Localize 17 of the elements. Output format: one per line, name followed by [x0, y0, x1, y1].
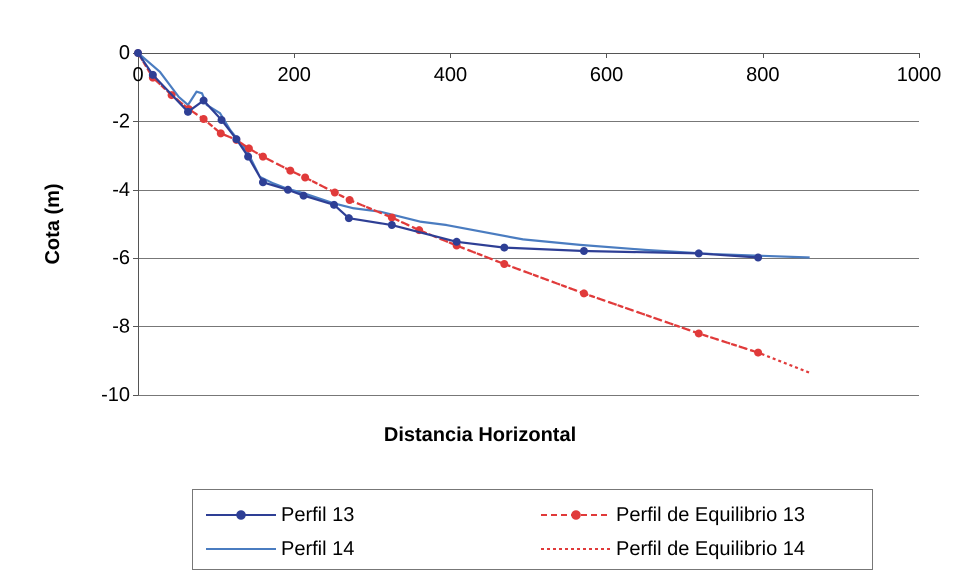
x-tick-label: 800 — [746, 64, 780, 86]
legend-label: Perfil de Equilibrio 13 — [616, 504, 805, 526]
legend-label: Perfil 13 — [281, 504, 354, 526]
y-tick-label: 0 — [118, 42, 130, 64]
y-axis-title: Cota (m) — [42, 183, 64, 265]
x-tick-label: 200 — [278, 64, 311, 86]
y-tick-label: -8 — [112, 316, 130, 338]
x-tick-label: 600 — [590, 64, 624, 86]
legend-label: Perfil 14 — [281, 538, 354, 560]
y-tick-label: -2 — [112, 110, 130, 132]
y-tick-label: -10 — [101, 384, 130, 406]
x-axis-title: Distancia Horizontal — [384, 424, 576, 446]
x-tick-label: 400 — [434, 64, 468, 86]
x-tick-label: 1000 — [896, 64, 942, 86]
y-tick-label: -6 — [112, 247, 130, 270]
legend-label: Perfil de Equilibrio 14 — [616, 538, 805, 560]
y-tick-label: -4 — [112, 178, 130, 201]
